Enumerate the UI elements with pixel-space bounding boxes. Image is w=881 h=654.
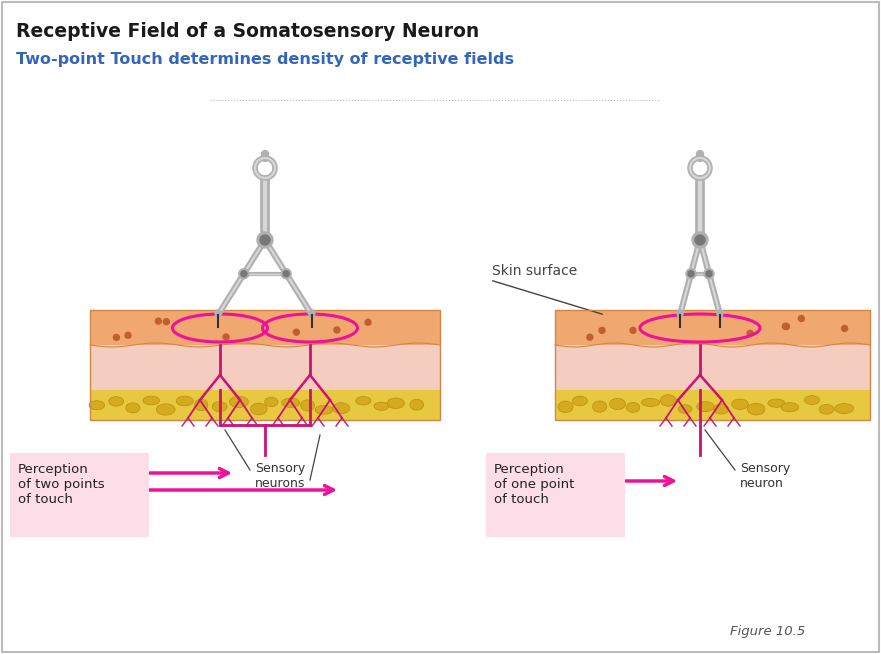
Ellipse shape: [387, 398, 404, 409]
Text: Two-point Touch determines density of receptive fields: Two-point Touch determines density of re…: [16, 52, 514, 67]
Circle shape: [630, 328, 636, 334]
Circle shape: [587, 334, 593, 340]
Circle shape: [114, 334, 120, 340]
Circle shape: [281, 269, 291, 279]
Circle shape: [686, 269, 696, 279]
Ellipse shape: [781, 403, 798, 412]
Text: Perception
of one point
of touch: Perception of one point of touch: [494, 463, 574, 506]
Text: Skin surface: Skin surface: [492, 264, 577, 278]
FancyBboxPatch shape: [90, 310, 440, 345]
Circle shape: [241, 271, 247, 277]
Circle shape: [309, 310, 315, 316]
Ellipse shape: [143, 396, 159, 405]
FancyBboxPatch shape: [10, 453, 149, 537]
Circle shape: [223, 334, 229, 340]
Circle shape: [688, 271, 694, 277]
Ellipse shape: [282, 398, 300, 407]
Ellipse shape: [558, 401, 574, 413]
Circle shape: [334, 327, 340, 333]
Circle shape: [841, 326, 848, 332]
Ellipse shape: [610, 398, 626, 409]
FancyBboxPatch shape: [486, 453, 625, 537]
Circle shape: [782, 323, 788, 330]
Ellipse shape: [356, 396, 371, 405]
Circle shape: [677, 310, 683, 316]
Circle shape: [293, 329, 300, 335]
Ellipse shape: [156, 404, 175, 415]
Circle shape: [704, 269, 714, 279]
Circle shape: [692, 232, 708, 248]
Ellipse shape: [714, 404, 729, 414]
Ellipse shape: [697, 402, 714, 412]
Ellipse shape: [747, 404, 765, 415]
Ellipse shape: [212, 402, 227, 411]
Text: Perception
of two points
of touch: Perception of two points of touch: [18, 463, 105, 506]
Ellipse shape: [731, 399, 749, 409]
Circle shape: [239, 269, 248, 279]
Circle shape: [747, 330, 753, 336]
FancyBboxPatch shape: [90, 390, 440, 420]
FancyBboxPatch shape: [555, 310, 870, 345]
Ellipse shape: [593, 401, 607, 412]
Circle shape: [365, 319, 371, 325]
Ellipse shape: [300, 400, 315, 411]
Ellipse shape: [768, 399, 785, 407]
Circle shape: [783, 324, 789, 330]
Circle shape: [599, 328, 605, 334]
Ellipse shape: [374, 402, 389, 410]
Ellipse shape: [835, 404, 854, 413]
Ellipse shape: [819, 404, 833, 414]
Ellipse shape: [264, 398, 278, 407]
Ellipse shape: [315, 405, 333, 414]
Circle shape: [257, 232, 273, 248]
Circle shape: [283, 271, 289, 277]
Ellipse shape: [641, 398, 660, 407]
Ellipse shape: [573, 396, 588, 405]
Circle shape: [706, 271, 712, 277]
Ellipse shape: [660, 395, 677, 406]
Ellipse shape: [332, 403, 350, 413]
Circle shape: [798, 315, 804, 322]
Circle shape: [163, 318, 169, 324]
Circle shape: [155, 318, 161, 324]
Ellipse shape: [230, 396, 248, 407]
Ellipse shape: [678, 405, 692, 413]
Ellipse shape: [176, 396, 193, 406]
Circle shape: [695, 235, 705, 245]
FancyBboxPatch shape: [90, 345, 440, 390]
Ellipse shape: [804, 396, 819, 404]
Circle shape: [717, 310, 723, 316]
Ellipse shape: [109, 397, 123, 406]
Ellipse shape: [626, 402, 640, 413]
Text: Sensory
neurons: Sensory neurons: [255, 462, 306, 490]
Ellipse shape: [410, 400, 424, 410]
Circle shape: [125, 332, 131, 338]
Text: Figure 10.5: Figure 10.5: [730, 625, 805, 638]
Circle shape: [260, 235, 270, 245]
Ellipse shape: [89, 401, 105, 410]
Ellipse shape: [195, 399, 208, 411]
Ellipse shape: [250, 403, 267, 415]
Ellipse shape: [126, 403, 140, 413]
Text: Receptive Field of a Somatosensory Neuron: Receptive Field of a Somatosensory Neuro…: [16, 22, 479, 41]
Text: Sensory
neuron: Sensory neuron: [740, 462, 790, 490]
FancyBboxPatch shape: [555, 345, 870, 390]
Circle shape: [215, 310, 221, 316]
FancyBboxPatch shape: [555, 390, 870, 420]
